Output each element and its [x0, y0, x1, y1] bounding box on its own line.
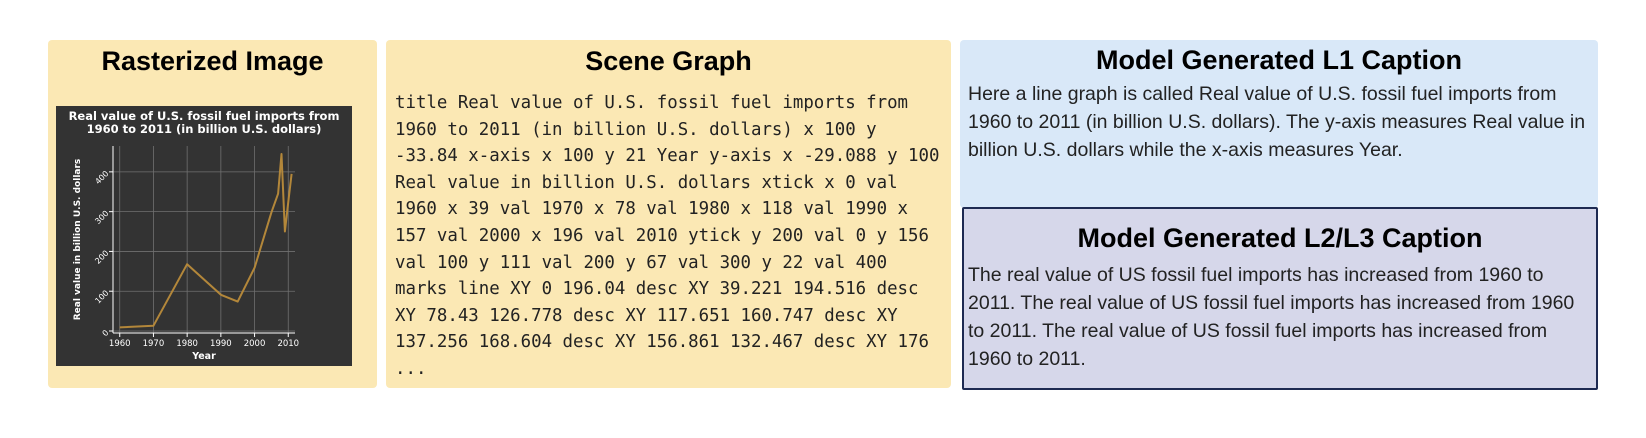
l2l3-caption-heading: Model Generated L2/L3 Caption [1077, 223, 1483, 253]
series-line [119, 153, 293, 329]
scene-graph-panel: Scene Graph title Real value of U.S. fos… [386, 40, 951, 388]
chart-title-line: Real value of U.S. fossil fuel imports f… [69, 109, 340, 123]
x-tick-label: 1980 [176, 339, 198, 349]
l2l3-caption-text: The real value of US fossil fuel imports… [968, 264, 1575, 370]
y-axis-label: Real value in billion U.S. dollars [73, 159, 83, 321]
x-tick-label: 1960 [109, 339, 131, 349]
l1-caption-panel: Model Generated L1 Caption Here a line g… [960, 40, 1598, 208]
x-tick-label: 1990 [210, 339, 232, 349]
x-tick-label: 2010 [277, 339, 299, 349]
l1-caption-text: Here a line graph is called Real value o… [968, 83, 1586, 161]
chart-title-line: 1960 to 2011 (in billion U.S. dollars) [87, 122, 322, 136]
scene-graph-text: title Real value of U.S. fossil fuel imp… [395, 93, 940, 379]
y-tick-label: 0 [101, 328, 111, 338]
rasterized-image-heading: Rasterized Image [101, 46, 324, 76]
rasterized-image-panel: Rasterized Image Real value of U.S. foss… [48, 40, 377, 388]
x-tick-label: 1970 [143, 339, 165, 349]
x-tick-label: 2000 [244, 339, 266, 349]
l1-caption-heading: Model Generated L1 Caption [1095, 45, 1463, 75]
x-axis-label: Year [191, 351, 216, 362]
l2l3-caption-panel: Model Generated L2/L3 Caption The real v… [962, 207, 1598, 390]
scene-graph-heading: Scene Graph [585, 46, 752, 76]
chart-thumbnail: Real value of U.S. fossil fuel imports f… [56, 106, 352, 366]
chart-background [56, 106, 352, 366]
